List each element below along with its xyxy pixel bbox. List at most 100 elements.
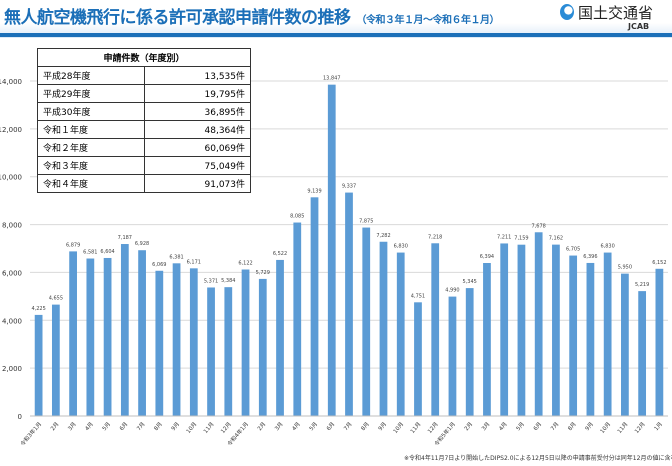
x-tick-label: 2月 [49,421,60,432]
x-tick-label: 12月 [426,421,439,435]
bar [224,287,233,416]
data-label: 5,345 [463,279,477,285]
count-cell: 13,535件 [144,66,251,85]
bar [258,278,267,416]
mlit-logo-icon [560,4,574,20]
x-tick-label: 2月 [463,421,474,432]
data-label: 5,950 [618,265,632,271]
y-tick-label: 10,000 [0,174,22,182]
year-cell: 平成28年度 [37,66,145,85]
bar [638,291,647,416]
x-tick-label: 2月 [256,421,267,432]
data-label: 6,705 [566,247,580,253]
data-label: 4,990 [445,288,459,294]
data-label: 7,187 [118,235,132,241]
mlit-logo: 国土交通省 [560,2,653,23]
x-tick-label: 5月 [101,421,112,432]
data-label: 6,396 [583,254,597,260]
bar [276,259,284,416]
bar [69,251,77,416]
x-tick-label: 10月 [392,421,405,435]
title-text: 無人航空機飛行に係る許可承認申請件数の推移 [4,8,351,28]
data-label: 6,604 [100,249,114,255]
page-title: 無人航空機飛行に係る許可承認申請件数の推移 （令和３年１月～令和６年１月） [4,3,499,28]
x-tick-label: 8月 [567,421,578,432]
x-tick-label: 10月 [185,421,198,435]
x-tick-label: 6月 [118,421,129,432]
bar [621,273,629,416]
bar [414,302,422,416]
x-tick-label: 9月 [377,421,388,432]
x-tick-label: 11月 [616,421,629,435]
data-label: 7,678 [532,223,546,229]
x-tick-label: 6月 [325,421,336,432]
bar [327,84,336,416]
subtitle: （令和３年１月～令和６年１月） [356,15,500,26]
bar [396,252,405,416]
x-tick-label: 11月 [409,421,422,435]
x-tick-label: 12月 [219,421,232,435]
bar [103,257,112,416]
y-tick-label: 4,000 [2,317,22,325]
data-label: 6,394 [480,254,494,260]
count-cell: 75,049件 [144,156,251,175]
year-cell: 平成29年度 [37,84,145,103]
data-label: 6,381 [169,254,183,260]
table-row: 令和４年度 91,073件 [37,174,251,193]
bar [534,232,543,416]
bar-chart: 0 2,000 4,000 6,000 8,000 10,000 12,000 14,000 4… [0,76,668,448]
table-header: 申請件数（年度別） [37,48,251,67]
data-label: 7,875 [359,219,373,225]
data-label: 5,371 [204,278,218,284]
count-cell: 19,795件 [144,84,251,103]
logo-text: 国土交通省 [578,4,654,22]
y-tick-label: 0 [18,413,22,421]
data-label: 7,211 [497,234,511,240]
data-label: 9,139 [307,188,321,194]
bar [586,262,595,416]
count-cell: 60,069件 [144,138,251,157]
data-label: 13,847 [323,76,341,82]
x-tick-label: 7月 [135,421,146,432]
x-tick-label: 5月 [515,421,526,432]
x-tick-label: 7月 [549,421,560,432]
bar [172,263,181,416]
y-tick-label: 12,000 [0,126,22,134]
data-label: 6,928 [135,241,149,247]
data-label: 5,729 [256,270,270,276]
x-tick-label: 5月 [308,421,319,432]
header: 無人航空機飛行に係る許可承認申請件数の推移 （令和３年１月～令和６年１月） 国土交… [0,0,672,38]
data-label: 6,171 [187,259,201,265]
x-tick-label: 9月 [170,421,181,432]
x-tick-label: 3月 [66,421,77,432]
x-tick-label: 4月 [291,421,302,432]
bar [138,250,146,416]
bar [51,304,60,416]
x-tick-label: 8月 [153,421,164,432]
bar [189,268,198,416]
table-row: 平成30年度 36,895件 [37,102,251,121]
bar [86,258,95,416]
bar [310,197,319,416]
year-cell: 平成30年度 [37,102,145,121]
data-label: 6,830 [394,244,408,250]
data-label: 5,219 [635,282,649,288]
y-tick-label: 6,000 [2,269,22,277]
bar [293,222,302,416]
count-cell: 91,073件 [144,174,251,193]
count-cell: 48,364件 [144,120,251,139]
bar [465,288,474,416]
jcab-logo: JCAB [628,22,650,31]
x-tick-label: 令和3年1月 [18,420,43,447]
year-cell: 令和４年度 [37,174,145,193]
y-tick-label: 14,000 [0,78,22,86]
annual-applications-table: 申請件数（年度別） 平成28年度 13,535件 平成29年度 19,795件 平成30… [37,48,251,193]
bar [241,269,250,416]
bar [517,244,526,416]
table-row: 令和１年度 48,364件 [37,120,251,139]
year-cell: 令和２年度 [37,138,145,157]
bar [207,287,215,416]
year-cell: 令和１年度 [37,120,145,139]
bar [345,192,353,416]
data-label: 6,122 [238,261,252,267]
